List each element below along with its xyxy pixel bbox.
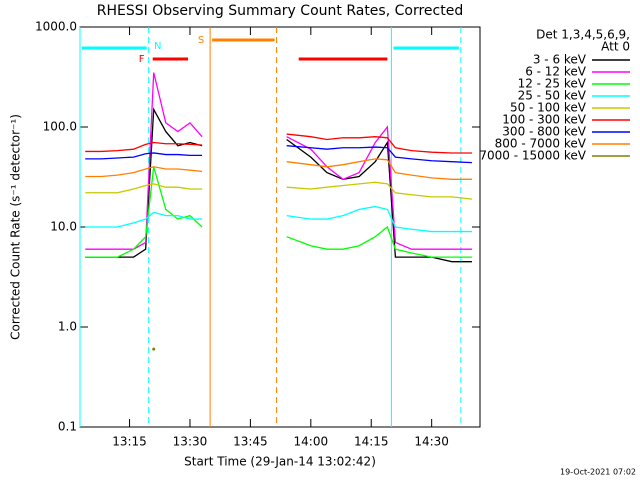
- x-tick-label: 14:15: [354, 435, 389, 449]
- y-axis-label: Corrected Count Rate (s⁻¹ detector⁻¹): [9, 114, 23, 340]
- legend-label: 800 - 7000 keV: [495, 137, 587, 151]
- series-line: [286, 225, 472, 258]
- flag-label: F: [139, 54, 145, 65]
- legend-label: 7000 - 15000 keV: [479, 149, 586, 163]
- series-line: [85, 152, 203, 160]
- series-line: [85, 183, 203, 194]
- legend-label: 50 - 100 keV: [510, 101, 587, 115]
- legend-label: 100 - 300 keV: [502, 113, 586, 127]
- y-tick-label: 1.0: [58, 320, 77, 334]
- x-tick-label: 13:30: [173, 435, 208, 449]
- data-point: [152, 347, 156, 351]
- series-line: [85, 211, 203, 228]
- legend-label: 300 - 800 keV: [502, 125, 586, 139]
- legend-label: 3 - 6 keV: [533, 53, 587, 67]
- y-tick-label: 1000.0: [35, 20, 77, 34]
- footer: 19-Oct-2021 07:02: [560, 468, 636, 477]
- series-line: [286, 125, 472, 250]
- series-line: [286, 138, 472, 263]
- legend-label: 6 - 12 keV: [525, 65, 587, 79]
- series-line: [286, 133, 472, 154]
- series-line: [85, 166, 203, 178]
- series-line: [286, 158, 472, 180]
- series-line: [286, 205, 472, 233]
- x-tick-label: 13:15: [112, 435, 147, 449]
- series-line: [286, 181, 473, 200]
- y-tick-label: 0.1: [58, 420, 77, 434]
- legend-label: 12 - 25 keV: [518, 77, 587, 91]
- chart-title: RHESSI Observing Summary Count Rates, Co…: [97, 3, 463, 19]
- y-tick-label: 10.0: [50, 220, 77, 234]
- x-axis-label: Start Time (29-Jan-14 13:02:42): [184, 455, 376, 469]
- series-line: [85, 107, 203, 258]
- flag-label: N: [154, 41, 161, 52]
- series-line: [286, 145, 472, 164]
- series-line: [85, 141, 203, 153]
- x-tick-label: 13:45: [233, 435, 268, 449]
- y-tick-label: 100.0: [43, 120, 77, 134]
- flag-label: S: [198, 35, 204, 46]
- plot-frame: [79, 26, 481, 428]
- legend-header: Att 0: [601, 40, 630, 54]
- legend-header: Det 1,3,4,5,6,9,: [536, 28, 630, 42]
- series-line: [85, 72, 203, 250]
- legend-label: 25 - 50 keV: [518, 89, 587, 103]
- x-tick-label: 14:30: [414, 435, 449, 449]
- x-tick-label: 14:00: [294, 435, 329, 449]
